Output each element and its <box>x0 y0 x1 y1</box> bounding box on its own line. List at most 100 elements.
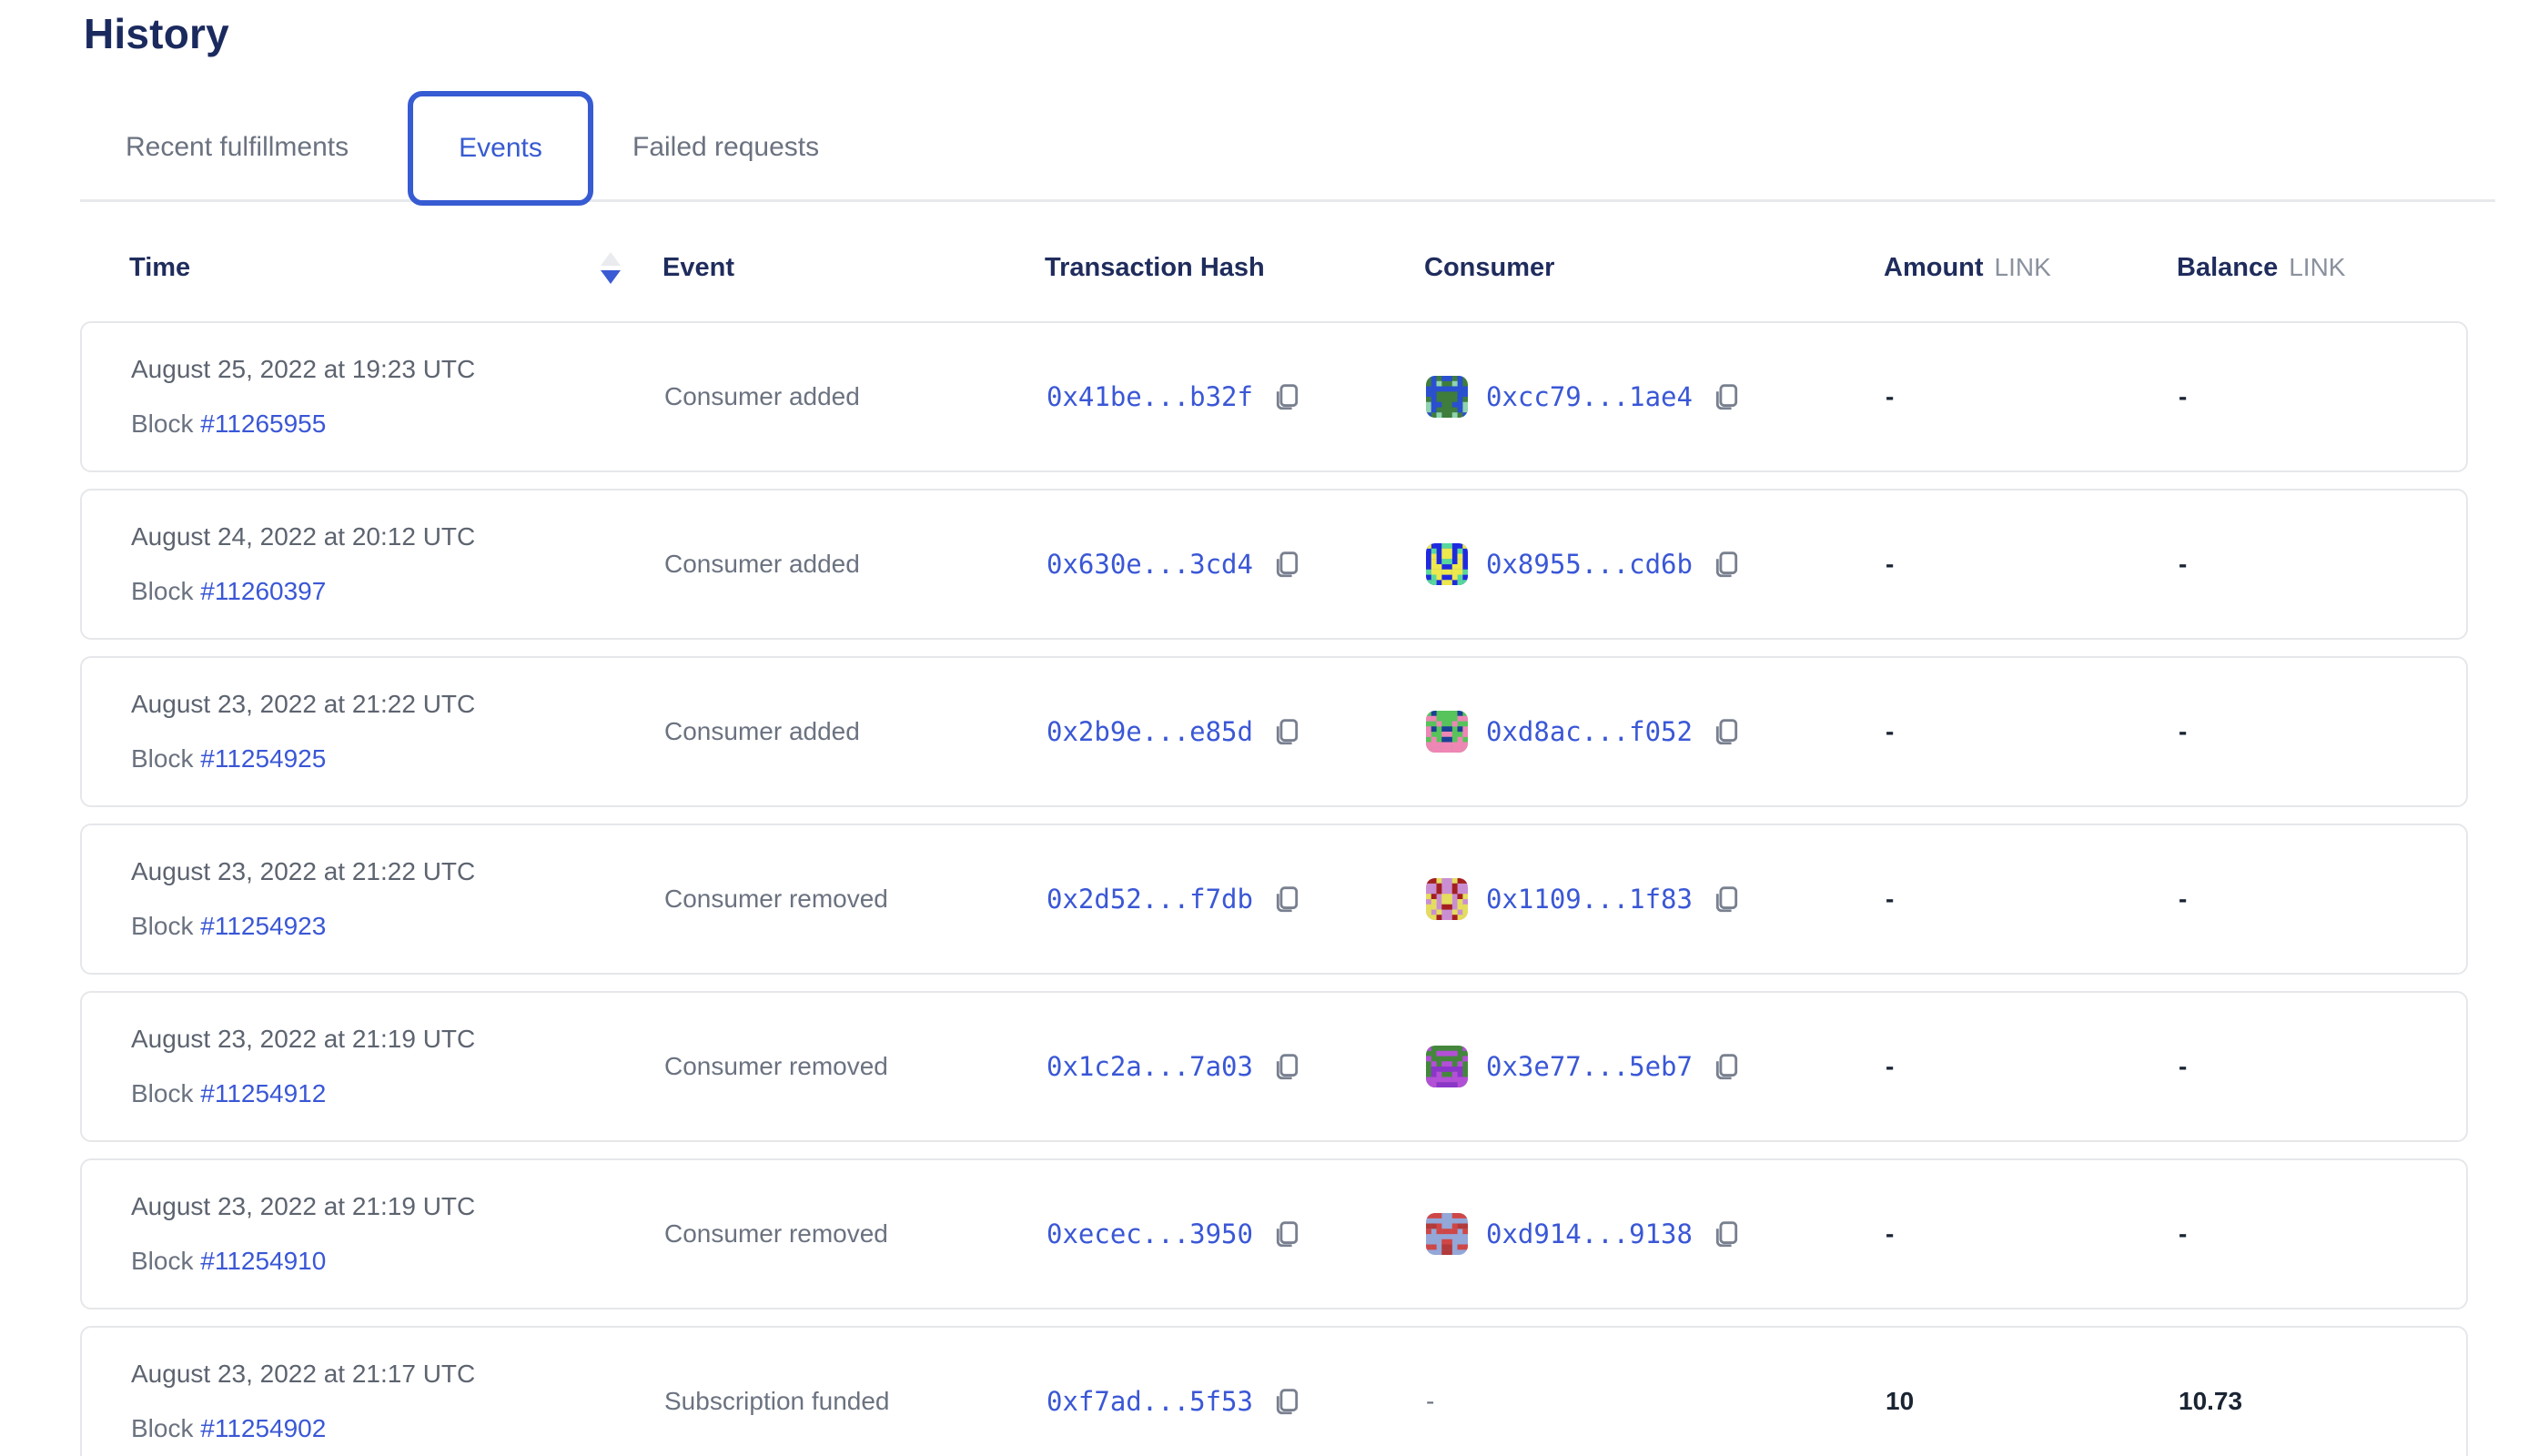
block-number-link[interactable]: #11254902 <box>200 1414 327 1442</box>
consumer-link: 0x3e77...5eb7 <box>1426 1046 1742 1087</box>
block-number-link[interactable]: #11265955 <box>200 410 327 438</box>
consumer-cell: 0x3e77...5eb7 <box>1426 1046 1886 1087</box>
row-date: August 23, 2022 at 21:19 UTC <box>131 1192 476 1220</box>
balance-cell: - <box>2179 717 2188 745</box>
transaction-hash-link[interactable]: 0x630e...3cd4 <box>1047 549 1253 580</box>
transaction-hash-link[interactable]: 0x1c2a...7a03 <box>1047 1051 1253 1082</box>
copy-consumer-address-button[interactable] <box>1709 1049 1742 1084</box>
transaction-hash-cell: 0xf7ad...5f53 <box>1047 1384 1426 1419</box>
row-date: August 24, 2022 at 20:12 UTC <box>131 522 476 551</box>
amount-cell: - <box>1886 382 1895 410</box>
copy-consumer-address-button[interactable] <box>1709 1217 1742 1251</box>
transaction-hash-link[interactable]: 0xf7ad...5f53 <box>1047 1386 1253 1417</box>
time-cell: August 23, 2022 at 21:19 UTC Block #1125… <box>131 1026 664 1107</box>
copy-transaction-hash-button[interactable] <box>1269 1217 1302 1251</box>
copy-transaction-hash-button[interactable] <box>1269 547 1302 581</box>
copy-icon <box>1715 886 1738 913</box>
consumer-cell: 0xd8ac...f052 <box>1426 711 1886 753</box>
time-cell: August 24, 2022 at 20:12 UTC Block #1126… <box>131 524 664 604</box>
table-row: August 23, 2022 at 21:17 UTC Block #1125… <box>80 1326 2468 1456</box>
copy-icon <box>1276 1389 1299 1415</box>
transaction-hash-link[interactable]: 0x2b9e...e85d <box>1047 716 1253 747</box>
consumer-link: 0xd914...9138 <box>1426 1213 1742 1255</box>
consumer-identicon-icon <box>1426 1046 1468 1087</box>
balance-unit-label: LINK <box>2289 253 2346 281</box>
consumer-link: 0xd8ac...f052 <box>1426 711 1742 753</box>
balance-cell: 10.73 <box>2179 1387 2243 1415</box>
column-header-transaction-hash: Transaction Hash <box>1045 252 1265 282</box>
transaction-hash-cell: 0x41be...b32f <box>1047 379 1426 414</box>
transaction-hash-link[interactable]: 0x2d52...f7db <box>1047 884 1253 915</box>
tab-recent-fulfillments[interactable]: Recent fulfillments <box>126 132 349 162</box>
table-row: August 24, 2022 at 20:12 UTC Block #1126… <box>80 489 2468 640</box>
copy-icon <box>1276 886 1299 913</box>
balance-cell: - <box>2179 885 2188 913</box>
consumer-identicon-icon <box>1426 376 1468 418</box>
table-row: August 25, 2022 at 19:23 UTC Block #1126… <box>80 321 2468 472</box>
consumer-link: 0x8955...cd6b <box>1426 543 1742 585</box>
transaction-hash-link[interactable]: 0xecec...3950 <box>1047 1218 1253 1249</box>
block-prefix: Block <box>131 1247 201 1275</box>
amount-cell: - <box>1886 1219 1895 1248</box>
copy-icon <box>1276 719 1299 745</box>
copy-icon <box>1276 384 1299 410</box>
event-cell: Consumer removed <box>664 885 888 913</box>
consumer-empty-value: - <box>1426 1387 1435 1415</box>
row-date: August 23, 2022 at 21:19 UTC <box>131 1025 476 1053</box>
balance-cell: - <box>2179 1052 2188 1080</box>
copy-transaction-hash-button[interactable] <box>1269 882 1302 916</box>
tab-events[interactable]: Events <box>408 91 593 206</box>
consumer-address-link[interactable]: 0xcc79...1ae4 <box>1486 381 1693 412</box>
copy-consumer-address-button[interactable] <box>1709 882 1742 916</box>
event-cell: Consumer removed <box>664 1219 888 1248</box>
row-date: August 25, 2022 at 19:23 UTC <box>131 355 476 383</box>
copy-transaction-hash-button[interactable] <box>1269 379 1302 414</box>
tab-events-label: Events <box>459 133 542 163</box>
block-prefix: Block <box>131 744 201 773</box>
consumer-address-link[interactable]: 0x8955...cd6b <box>1486 549 1693 580</box>
copy-transaction-hash-button[interactable] <box>1269 1384 1302 1419</box>
column-header-consumer: Consumer <box>1424 252 1555 282</box>
copy-transaction-hash-button[interactable] <box>1269 714 1302 749</box>
table-row: August 23, 2022 at 21:22 UTC Block #1125… <box>80 824 2468 975</box>
transaction-hash-cell: 0x2b9e...e85d <box>1047 714 1426 749</box>
event-cell: Subscription funded <box>664 1387 890 1415</box>
consumer-link: 0x1109...1f83 <box>1426 878 1742 920</box>
block-number-link[interactable]: #11254910 <box>200 1247 327 1275</box>
block-number-link[interactable]: #11254925 <box>200 744 327 773</box>
consumer-identicon-icon <box>1426 543 1468 585</box>
transaction-hash-cell: 0xecec...3950 <box>1047 1217 1426 1251</box>
consumer-address-link[interactable]: 0xd8ac...f052 <box>1486 716 1693 747</box>
transaction-hash-link[interactable]: 0x41be...b32f <box>1047 381 1253 412</box>
consumer-identicon-icon <box>1426 711 1468 753</box>
tab-failed-requests[interactable]: Failed requests <box>632 132 820 162</box>
copy-icon <box>1715 1221 1738 1248</box>
time-cell: August 23, 2022 at 21:22 UTC Block #1125… <box>131 692 664 772</box>
consumer-address-link[interactable]: 0xd914...9138 <box>1486 1218 1693 1249</box>
transaction-hash-cell: 0x2d52...f7db <box>1047 882 1426 916</box>
consumer-identicon-icon <box>1426 1213 1468 1255</box>
sort-descending-icon[interactable] <box>601 251 621 284</box>
consumer-address-link[interactable]: 0x1109...1f83 <box>1486 884 1693 915</box>
transaction-hash-cell: 0x1c2a...7a03 <box>1047 1049 1426 1084</box>
copy-consumer-address-button[interactable] <box>1709 547 1742 581</box>
block-number-link[interactable]: #11260397 <box>200 577 327 605</box>
block-number-link[interactable]: #11254923 <box>200 912 327 940</box>
table-row: August 23, 2022 at 21:19 UTC Block #1125… <box>80 991 2468 1142</box>
amount-cell: - <box>1886 717 1895 745</box>
column-header-event: Event <box>662 252 734 282</box>
block-number-link[interactable]: #11254912 <box>200 1079 327 1107</box>
time-cell: August 23, 2022 at 21:22 UTC Block #1125… <box>131 859 664 939</box>
consumer-address-link[interactable]: 0x3e77...5eb7 <box>1486 1051 1693 1082</box>
column-header-time[interactable]: Time <box>129 251 662 284</box>
balance-cell: - <box>2179 382 2188 410</box>
event-cell: Consumer removed <box>664 1052 888 1080</box>
copy-consumer-address-button[interactable] <box>1709 379 1742 414</box>
block-prefix: Block <box>131 577 201 605</box>
event-cell: Consumer added <box>664 550 860 578</box>
copy-consumer-address-button[interactable] <box>1709 714 1742 749</box>
amount-cell: 10 <box>1886 1387 1915 1415</box>
copy-transaction-hash-button[interactable] <box>1269 1049 1302 1084</box>
row-date: August 23, 2022 at 21:22 UTC <box>131 857 476 885</box>
